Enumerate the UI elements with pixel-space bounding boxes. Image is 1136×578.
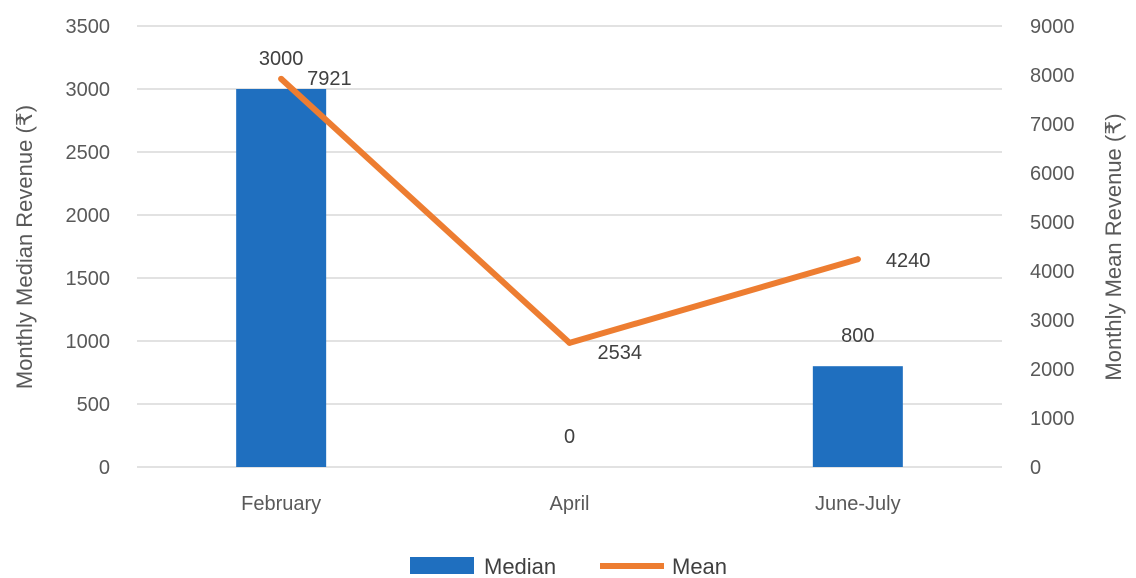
left-tick-label: 1500 <box>66 268 111 290</box>
right-axis-ticks: 0 1000 2000 3000 4000 5000 6000 7000 8000 9000 <box>1030 16 1075 479</box>
right-tick-label: 3000 <box>1030 310 1075 332</box>
median-data-label: 3000 <box>259 48 304 70</box>
right-tick-label: 7000 <box>1030 114 1075 136</box>
median-data-label: 0 <box>564 426 575 448</box>
legend-label-mean: Mean <box>672 554 727 578</box>
left-tick-label: 0 <box>99 457 110 479</box>
left-tick-label: 3000 <box>66 79 111 101</box>
right-tick-label: 6000 <box>1030 163 1075 185</box>
legend-label-median: Median <box>484 554 556 578</box>
mean-point <box>566 339 573 346</box>
mean-data-label: 2534 <box>598 342 643 364</box>
right-tick-label: 5000 <box>1030 212 1075 234</box>
x-axis-ticks: February April June-July <box>241 493 900 515</box>
data-labels: 3000 0 800 7921 2534 4240 <box>259 48 930 448</box>
left-tick-label: 500 <box>77 394 110 416</box>
left-axis-ticks: 0 500 1000 1500 2000 2500 3000 3500 <box>66 16 111 479</box>
mean-data-label: 4240 <box>886 250 931 272</box>
x-tick-label: June-July <box>815 493 901 515</box>
x-tick-label: February <box>241 493 321 515</box>
mean-point <box>278 75 285 82</box>
legend: Median Mean <box>410 554 727 578</box>
right-tick-label: 9000 <box>1030 16 1075 38</box>
mean-data-label: 7921 <box>307 68 352 90</box>
right-tick-label: 8000 <box>1030 65 1075 87</box>
x-tick-label: April <box>549 493 589 515</box>
right-axis-title: Monthly Mean Revenue (₹) <box>1101 113 1126 380</box>
left-tick-label: 2500 <box>66 142 111 164</box>
median-bar <box>812 366 903 467</box>
legend-swatch-median <box>410 557 474 574</box>
left-tick-label: 2000 <box>66 205 111 227</box>
right-tick-label: 1000 <box>1030 408 1075 430</box>
mean-point <box>854 256 861 263</box>
median-data-label: 800 <box>841 325 874 347</box>
line-series-mean <box>278 75 861 346</box>
right-tick-label: 0 <box>1030 457 1041 479</box>
right-tick-label: 4000 <box>1030 261 1075 283</box>
median-bar <box>236 89 327 467</box>
bar-series-median <box>236 89 903 467</box>
mean-line <box>278 75 861 346</box>
left-axis-title: Monthly Median Revenue (₹) <box>12 105 37 389</box>
left-tick-label: 3500 <box>66 16 111 38</box>
left-tick-label: 1000 <box>66 331 111 353</box>
right-tick-label: 2000 <box>1030 359 1075 381</box>
